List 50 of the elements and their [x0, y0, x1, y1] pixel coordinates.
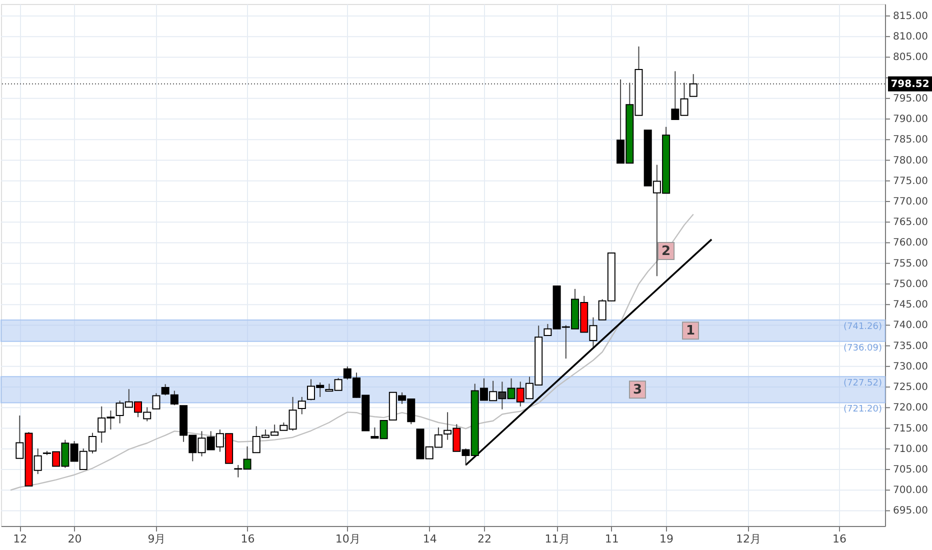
candlestick [161, 384, 170, 396]
x-tick-label: 20 [68, 532, 82, 546]
x-tick-label: 16 [832, 532, 847, 546]
y-tick-label: 720.00 [893, 402, 928, 414]
y-tick-label: 815.00 [893, 10, 928, 22]
y-tick-label: 805.00 [893, 52, 928, 64]
x-tick-label: 10月 [335, 532, 360, 546]
y-tick-label: 785.00 [893, 134, 928, 146]
y-tick-label: 725.00 [893, 382, 928, 394]
y-tick-label: 790.00 [893, 114, 928, 126]
annotation: (721.20) [843, 404, 882, 415]
x-tick-label: 11 [604, 532, 619, 546]
band-label: 3 [632, 382, 642, 398]
x-tick-label: 16 [240, 532, 255, 546]
x-tick-label: 14 [422, 532, 437, 546]
x-tick-label: 12 [13, 532, 28, 546]
y-tick-label: 795.00 [893, 93, 928, 104]
annotation: (727.52) [843, 378, 882, 389]
annotation: (741.26) [843, 322, 882, 332]
annotation: (736.09) [843, 343, 882, 354]
y-tick-label: 710.00 [893, 444, 928, 455]
y-tick-label: 715.00 [893, 423, 928, 434]
y-tick-label: 760.00 [893, 238, 928, 249]
y-tick-label: 730.00 [893, 361, 928, 372]
candlestick [152, 392, 160, 410]
y-tick-label: 750.00 [893, 278, 928, 290]
y-tick-label: 755.00 [893, 258, 928, 270]
y-tick-label: 765.00 [893, 217, 928, 228]
band-label: 1 [686, 324, 696, 339]
y-tick-label: 705.00 [893, 464, 928, 476]
candlestick [689, 74, 698, 97]
y-tick-label: 735.00 [893, 340, 928, 352]
x-tick-label: 12月 [736, 532, 761, 546]
line-series [10, 214, 694, 491]
y-tick-label: 810.00 [893, 32, 928, 43]
y-tick-label: 700.00 [893, 485, 928, 496]
y-tick-label: 745.00 [893, 300, 928, 311]
candlestick [298, 396, 306, 415]
ref-line-label: 798.52 [890, 78, 930, 90]
candlestick [170, 390, 178, 406]
annotation: 2 [662, 244, 671, 259]
y-tick-label: 775.00 [893, 176, 928, 187]
y-tick-label: 695.00 [893, 506, 928, 517]
x-tick-label: 19 [660, 532, 674, 546]
x-tick-label: 22 [477, 532, 492, 546]
x-tick-label: 9月 [148, 532, 166, 546]
y-tick-label: 770.00 [893, 196, 928, 208]
y-tick-label: 780.00 [893, 155, 928, 166]
x-tick-label: 11月 [544, 532, 570, 546]
y-tick-label: 740.00 [893, 320, 928, 332]
